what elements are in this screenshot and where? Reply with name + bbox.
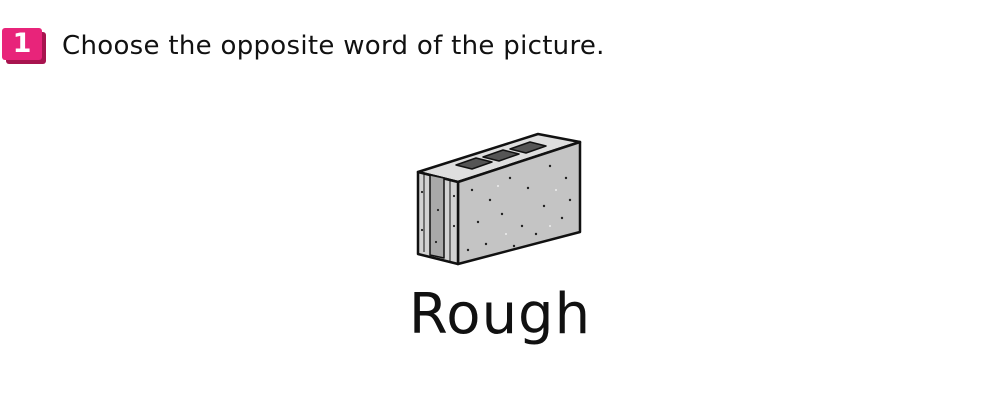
question-instruction: Choose the opposite word of the picture. bbox=[62, 31, 605, 61]
concrete-block-icon bbox=[416, 132, 582, 266]
question-number: 1 bbox=[2, 28, 42, 60]
question-header: 1 Choose the opposite word of the pictur… bbox=[0, 27, 605, 65]
picture-word: Rough bbox=[408, 282, 592, 347]
picture-area bbox=[410, 130, 590, 270]
question-number-badge: 1 bbox=[2, 28, 46, 64]
